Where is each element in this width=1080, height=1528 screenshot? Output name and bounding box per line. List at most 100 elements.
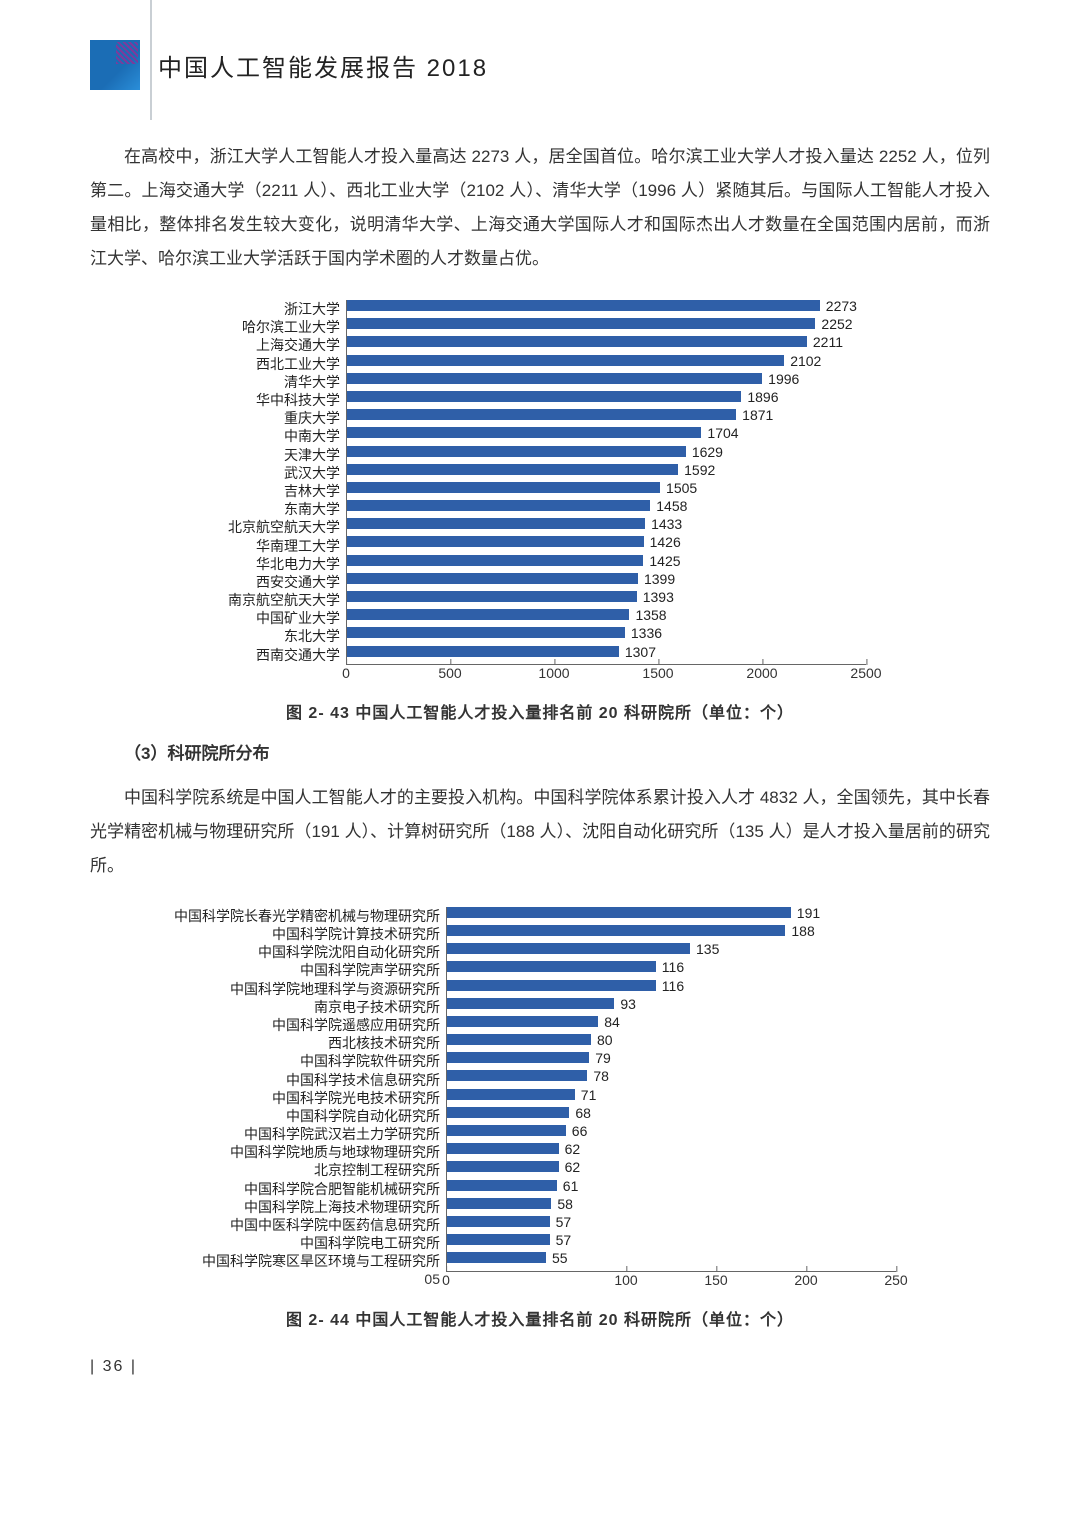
bar-track: 57 <box>446 1234 897 1252</box>
axis-tick: 1500 <box>642 665 673 681</box>
bar-value: 1307 <box>625 644 656 660</box>
bar-label: 中国科学院合肥智能机械研究所 <box>130 1179 446 1199</box>
bar <box>347 300 820 311</box>
bar-value: 71 <box>581 1087 597 1103</box>
bar <box>347 500 650 511</box>
bar-row: 中国中医科学院中医药信息研究所57 <box>130 1216 950 1234</box>
bar-label: 西南交通大学 <box>160 645 346 665</box>
bar-value: 1996 <box>768 371 799 387</box>
bar <box>347 573 638 584</box>
bar-value: 93 <box>620 996 636 1012</box>
bar-value: 80 <box>597 1032 613 1048</box>
bar-value: 66 <box>572 1123 588 1139</box>
bar-track: 1393 <box>346 591 867 609</box>
bar-row: 中国科学院自动化研究所68 <box>130 1107 950 1125</box>
bar-label: 哈尔滨工业大学 <box>160 317 346 337</box>
bar-track: 68 <box>446 1107 897 1125</box>
bar-label: 中国科学院武汉岩土力学研究所 <box>130 1124 446 1144</box>
bar-row: 西北工业大学2102 <box>160 355 920 373</box>
vertical-rule <box>150 0 152 120</box>
bar-track: 79 <box>446 1052 897 1070</box>
bar-row: 清华大学1996 <box>160 373 920 391</box>
bar-row: 中国科学院光电技术研究所71 <box>130 1089 950 1107</box>
bar-row: 东南大学1458 <box>160 500 920 518</box>
chart-2: 中国科学院长春光学精密机械与物理研究所191中国科学院计算技术研究所188中国科… <box>90 907 990 1330</box>
bar-track: 58 <box>446 1198 897 1216</box>
bar <box>347 482 660 493</box>
chart-1: 浙江大学2273哈尔滨工业大学2252上海交通大学2211西北工业大学2102清… <box>90 300 990 723</box>
bar <box>447 943 690 954</box>
bar-row: 华南理工大学1426 <box>160 536 920 554</box>
bar-row: 中国科学院地理科学与资源研究所116 <box>130 980 950 998</box>
bar <box>447 1198 551 1209</box>
logo-icon <box>90 40 140 90</box>
bar-label: 西安交通大学 <box>160 572 346 592</box>
bar-value: 191 <box>797 905 820 921</box>
bar <box>447 1107 569 1118</box>
bar-row: 东北大学 1336 <box>160 627 920 645</box>
bar-track: 80 <box>446 1034 897 1052</box>
bar-value: 1393 <box>643 589 674 605</box>
axis-tick: 100 <box>614 1272 637 1288</box>
bar <box>447 1234 550 1245</box>
bar-value: 58 <box>557 1196 573 1212</box>
bar <box>447 1070 587 1081</box>
bar-value: 57 <box>556 1232 572 1248</box>
bar <box>347 427 701 438</box>
bar-value: 57 <box>556 1214 572 1230</box>
bar-track: 2211 <box>346 336 867 354</box>
bar <box>447 1034 591 1045</box>
bar <box>347 336 807 347</box>
bar-track: 62 <box>446 1143 897 1161</box>
bar-label: 中南大学 <box>160 426 346 446</box>
bar-row: 中国科学院上海技术物理研究所58 <box>130 1198 950 1216</box>
bar-track: 1505 <box>346 482 867 500</box>
bar-value: 1336 <box>631 625 662 641</box>
bar <box>447 1016 598 1027</box>
bar-row: 中南大学 1704 <box>160 427 920 445</box>
bar-row: 吉林大学1505 <box>160 482 920 500</box>
bar-value: 1629 <box>692 444 723 460</box>
bar-label: 中国科学院地理科学与资源研究所 <box>130 979 446 999</box>
bar-value: 1704 <box>707 425 738 441</box>
bar-track: 55 <box>446 1252 897 1270</box>
bar-track: 1704 <box>346 427 867 445</box>
bar-value: 68 <box>575 1105 591 1121</box>
chart-2-caption: 图 2- 44 中国人工智能人才投入量排名前 20 科研院所（单位：个） <box>90 1306 990 1330</box>
x-axis: 05001000150020002500 <box>346 664 866 689</box>
bar-track: 116 <box>446 980 897 998</box>
bar-value: 116 <box>662 959 684 975</box>
bar-row: 中国科学院沈阳自动化研究所135 <box>130 943 950 961</box>
bar-label: 中国科学院遥感应用研究所 <box>130 1015 446 1035</box>
bar-row: 天津大学1629 <box>160 446 920 464</box>
bar-track: 1426 <box>346 536 867 554</box>
bar-track: 1307 <box>346 646 867 664</box>
bar-track: 1358 <box>346 609 867 627</box>
axis-left-label: 05 <box>130 1271 446 1296</box>
bar <box>347 646 619 657</box>
bar <box>347 355 784 366</box>
bar <box>447 980 656 991</box>
bar-value: 1896 <box>747 389 778 405</box>
bar-label: 北京控制工程研究所 <box>130 1160 446 1180</box>
axis-tick: 250 <box>884 1272 907 1288</box>
bar-label: 中国科学技术信息研究所 <box>130 1070 446 1090</box>
bar-label: 北京航空航天大学 <box>160 517 346 537</box>
bar-label: 西北工业大学 <box>160 354 346 374</box>
bar-label: 东北大学 <box>160 626 346 646</box>
bar-track: 1433 <box>346 518 867 536</box>
paragraph-1: 在高校中，浙江大学人工智能人才投入量高达 2273 人，居全国首位。哈尔滨工业大… <box>90 140 990 276</box>
bar <box>347 536 644 547</box>
axis-tick: 0 <box>342 665 350 681</box>
bar-row: 西南交通大学 1307 <box>160 646 920 664</box>
bar-row: 中国科学院合肥智能机械研究所61 <box>130 1180 950 1198</box>
bar-label: 中国科学院长春光学精密机械与物理研究所 <box>130 906 446 926</box>
bar <box>447 1052 589 1063</box>
bar-row: 南京航空航天大学1393 <box>160 591 920 609</box>
bar <box>347 555 643 566</box>
bar-label: 中国科学院电工研究所 <box>130 1233 446 1253</box>
bar-value: 62 <box>565 1159 581 1175</box>
bar-row: 中国科学院长春光学精密机械与物理研究所 191 <box>130 907 950 925</box>
bar-label: 南京电子技术研究所 <box>130 997 446 1017</box>
axis-tick: 1000 <box>538 665 569 681</box>
